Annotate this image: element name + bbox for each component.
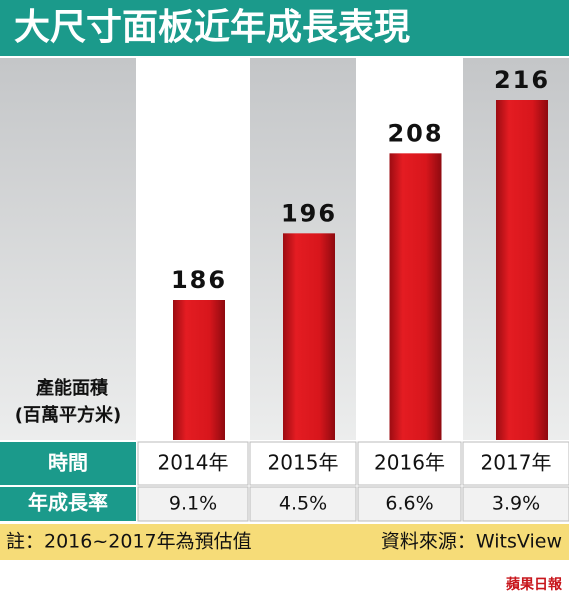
bar bbox=[496, 100, 548, 440]
table-cell bbox=[462, 486, 569, 522]
table-cell bbox=[462, 441, 569, 486]
logo: 蘋果日報 bbox=[506, 576, 563, 593]
x-tick-label: 2015年 bbox=[268, 451, 339, 475]
source: 資料來源：WitsView bbox=[381, 531, 562, 553]
table-cell bbox=[137, 441, 249, 486]
row-label-bg bbox=[0, 442, 136, 485]
growth-label: 3.9% bbox=[492, 493, 540, 515]
row-label-bg bbox=[0, 487, 136, 521]
note: 註：2016~2017年為預估值 bbox=[6, 531, 252, 553]
title-bar bbox=[0, 0, 569, 56]
table-cell bbox=[137, 486, 249, 522]
axis-label: 產能面積 bbox=[36, 377, 109, 399]
row-label: 時間 bbox=[48, 451, 88, 475]
x-tick-label: 2016年 bbox=[374, 451, 445, 475]
column-bg bbox=[0, 58, 136, 440]
growth-label: 4.5% bbox=[279, 493, 327, 515]
table-cell bbox=[249, 441, 357, 486]
axis-label: (百萬平方米) bbox=[15, 404, 121, 426]
bar bbox=[389, 153, 442, 441]
x-tick-label: 2017年 bbox=[481, 451, 552, 475]
data-label: 186 bbox=[171, 266, 227, 294]
table-cell bbox=[357, 441, 462, 486]
row-label: 年成長率 bbox=[28, 491, 108, 515]
data-label: 216 bbox=[494, 66, 550, 94]
growth-label: 6.6% bbox=[385, 493, 433, 515]
note-bar bbox=[0, 524, 569, 560]
data-label: 196 bbox=[281, 199, 337, 227]
table-cell bbox=[357, 486, 462, 522]
bar bbox=[173, 300, 225, 440]
table-cell bbox=[249, 486, 357, 522]
chart-title: 大尺寸面板近年成長表現 bbox=[14, 7, 410, 48]
bar bbox=[283, 233, 335, 440]
x-tick-label: 2014年 bbox=[158, 451, 229, 475]
growth-label: 9.1% bbox=[169, 493, 217, 515]
data-label: 208 bbox=[387, 119, 443, 147]
